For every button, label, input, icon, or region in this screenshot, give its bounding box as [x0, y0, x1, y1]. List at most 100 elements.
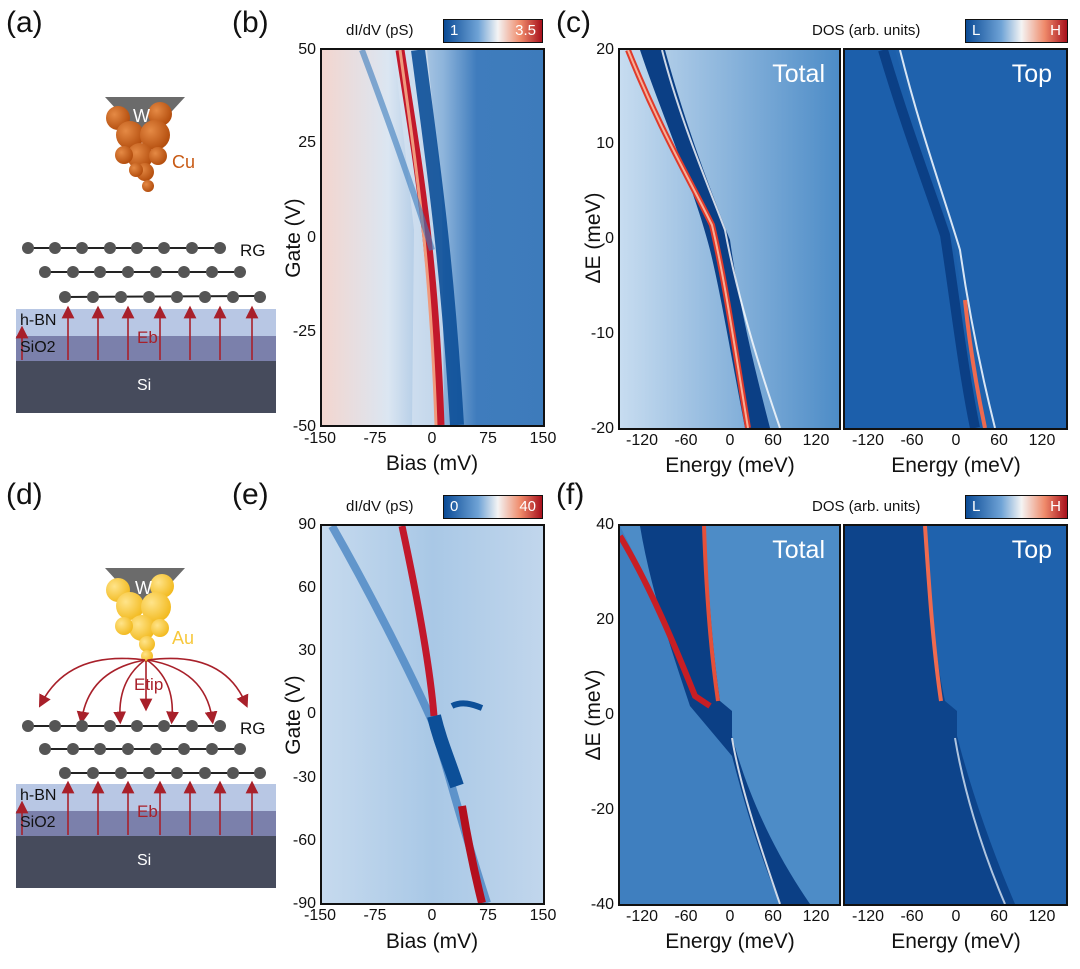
field-label: Eb — [137, 802, 158, 821]
sample-label: RG — [240, 241, 266, 260]
cu-cluster — [106, 102, 172, 192]
xtick-b-3: 75 — [479, 430, 497, 447]
xtick-c2-1: -60 — [900, 432, 924, 449]
xtick-e-0: -150 — [303, 907, 337, 924]
ytick-e-4: -30 — [292, 769, 316, 786]
xtick-b-0: -150 — [303, 430, 337, 447]
graphene-layers — [22, 242, 266, 303]
ytick-e-2: 30 — [298, 642, 316, 659]
heatmap-b — [320, 48, 545, 427]
ytick-c-2: 0 — [605, 230, 614, 247]
colorbar-c-max: H — [1050, 22, 1061, 39]
tip-coating-label: Au — [172, 628, 195, 648]
xtick-f2-1: -60 — [900, 908, 924, 925]
colorbar-b: 1 3.5 — [443, 19, 543, 43]
sio2-label: SiO2 — [20, 339, 56, 356]
colorbar-f-min: L — [972, 498, 981, 515]
ytick-c-1: 10 — [596, 135, 614, 152]
xtick-c2-4: 120 — [1028, 432, 1056, 449]
xtick-f2-0: -120 — [851, 908, 885, 925]
subplot-title-top-f: Top — [1011, 536, 1052, 564]
panel-label-d: (d) — [6, 478, 43, 511]
si-layer — [16, 361, 276, 413]
ytick-e-1: 60 — [298, 579, 316, 596]
xtick-f1-0: -120 — [625, 908, 659, 925]
colorbar-c-title: DOS (arb. units) — [812, 22, 921, 39]
xtick-b-4: 150 — [529, 430, 557, 447]
panel-label-f: (f) — [556, 478, 585, 511]
heatmap-b-image — [322, 50, 543, 425]
ytick-b-0: 50 — [298, 41, 316, 58]
schematic-a: W Cu RG h-BN SiO2 Si Eb — [0, 60, 290, 420]
hbn-layer — [16, 309, 276, 336]
xtick-b-2: 0 — [427, 430, 437, 447]
xlabel-f1: Energy (meV) — [665, 930, 795, 953]
xtick-b-1: -75 — [363, 430, 387, 447]
ytick-b-4: -50 — [292, 418, 316, 435]
heatmap-c-total: Total — [618, 48, 841, 430]
colorbar-e-max: 40 — [519, 498, 536, 515]
heatmap-e-image — [322, 526, 543, 903]
graphene-layers — [22, 720, 266, 779]
xtick-f1-2: 0 — [725, 908, 735, 925]
tip-field-label: Etip — [134, 675, 164, 694]
ytick-f-4: -40 — [590, 896, 614, 913]
colorbar-e: 0 40 — [443, 495, 543, 519]
xtick-c1-0: -120 — [625, 432, 659, 449]
ytick-b-3: -25 — [292, 323, 316, 340]
hbn-label: h-BN — [20, 787, 57, 804]
field-label: Eb — [137, 328, 158, 347]
xtick-e-1: -75 — [363, 907, 387, 924]
ytick-c-4: -20 — [590, 420, 614, 437]
hbn-layer — [16, 784, 276, 811]
ytick-e-5: -60 — [292, 832, 316, 849]
xtick-f2-4: 120 — [1028, 908, 1056, 925]
ytick-f-1: 20 — [596, 611, 614, 628]
xlabel-f2: Energy (meV) — [891, 930, 1021, 953]
tip-coating-label: Cu — [172, 152, 196, 172]
ytick-f-0: 40 — [596, 516, 614, 533]
subplot-title-total: Total — [772, 60, 825, 88]
xtick-c2-0: -120 — [851, 432, 885, 449]
xlabel-b: Bias (mV) — [385, 452, 479, 475]
ylabel-c: ΔE (meV) — [582, 192, 605, 284]
panel-label-b: (b) — [232, 6, 269, 39]
sio2-label: SiO2 — [20, 814, 56, 831]
ytick-e-0: 90 — [298, 516, 316, 533]
tip-field-arrows — [38, 657, 249, 725]
colorbar-e-min: 0 — [450, 498, 459, 515]
si-layer — [16, 836, 276, 888]
si-label: Si — [137, 377, 152, 394]
xlabel-e: Bias (mV) — [385, 930, 479, 953]
xtick-c1-4: 120 — [802, 432, 830, 449]
ytick-e-6: -90 — [292, 895, 316, 912]
subplot-title-top: Top — [1011, 60, 1052, 88]
xtick-c1-1: -60 — [674, 432, 698, 449]
ylabel-b: Gate (V) — [282, 198, 305, 278]
au-cluster — [106, 574, 174, 662]
panel-label-e: (e) — [232, 478, 269, 511]
colorbar-c: L H — [965, 19, 1068, 43]
colorbar-f: L H — [965, 495, 1068, 519]
sio2-layer — [16, 336, 276, 361]
ylabel-e: Gate (V) — [282, 675, 305, 755]
xtick-c1-2: 0 — [725, 432, 735, 449]
colorbar-f-max: H — [1050, 498, 1061, 515]
heatmap-c-top: Top — [843, 48, 1068, 430]
xtick-f2-2: 0 — [951, 908, 961, 925]
heatmap-f-total-image — [620, 526, 839, 904]
hbn-label: h-BN — [20, 312, 57, 329]
xtick-f1-3: 60 — [764, 908, 782, 925]
tip-core-label: W — [135, 578, 152, 598]
xtick-e-4: 150 — [529, 907, 557, 924]
colorbar-b-title: dI/dV (pS) — [346, 22, 414, 39]
xtick-c1-3: 60 — [764, 432, 782, 449]
panel-label-a: (a) — [6, 6, 43, 39]
colorbar-f-title: DOS (arb. units) — [812, 498, 921, 515]
heatmap-e — [320, 524, 545, 905]
heatmap-f-top: Top — [843, 524, 1068, 906]
ytick-b-2: 0 — [307, 229, 316, 246]
subplot-title-total-f: Total — [772, 536, 825, 564]
colorbar-c-min: L — [972, 22, 981, 39]
sample-label: RG — [240, 719, 266, 738]
